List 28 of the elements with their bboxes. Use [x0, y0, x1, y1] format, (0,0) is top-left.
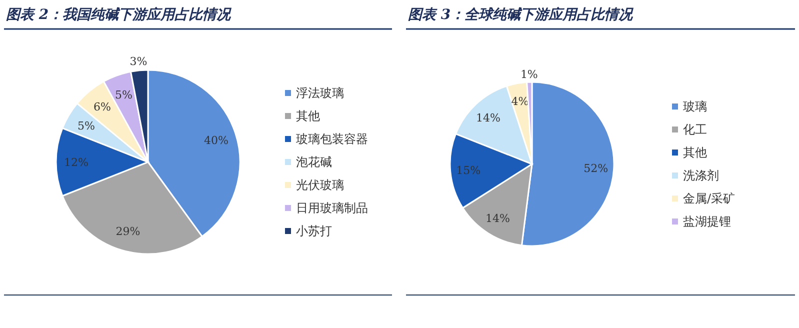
legend-label: 玻璃 — [683, 100, 707, 114]
data-label: 29% — [116, 224, 140, 238]
legend-label: 化工 — [683, 122, 707, 136]
data-label: 14% — [486, 212, 510, 226]
data-label: 12% — [64, 156, 88, 169]
data-label: 1% — [520, 68, 538, 81]
legend-label: 其他 — [683, 146, 707, 160]
data-label: 40% — [204, 134, 228, 147]
legend-label: 小苏打 — [296, 224, 332, 238]
legend-label: 盐湖提锂 — [683, 214, 731, 228]
legend-label: 金属/采矿 — [683, 192, 736, 206]
chart-title: 图表 2：我国纯碱下游应用占比情况 — [6, 6, 233, 23]
data-label: 5% — [114, 88, 132, 102]
data-label: 6% — [94, 100, 111, 114]
data-label: 52% — [584, 162, 608, 176]
data-label: 14% — [476, 111, 500, 124]
data-label: 4% — [511, 95, 529, 108]
legend-label: 光伏玻璃 — [296, 178, 344, 192]
legend-label: 泡花碱 — [296, 155, 332, 169]
legend-label: 日用玻璃制品 — [296, 201, 368, 215]
legend-label: 浮法玻璃 — [296, 86, 344, 100]
chart-title: 图表 3：全球纯碱下游应用占比情况 — [408, 6, 635, 23]
legend-label: 其他 — [296, 109, 320, 123]
data-label: 5% — [78, 119, 95, 132]
data-label: 15% — [456, 164, 481, 178]
legend-label: 玻璃包装容器 — [296, 132, 368, 146]
data-label: 3% — [130, 55, 148, 68]
legend-label: 洗涤剂 — [683, 168, 719, 182]
